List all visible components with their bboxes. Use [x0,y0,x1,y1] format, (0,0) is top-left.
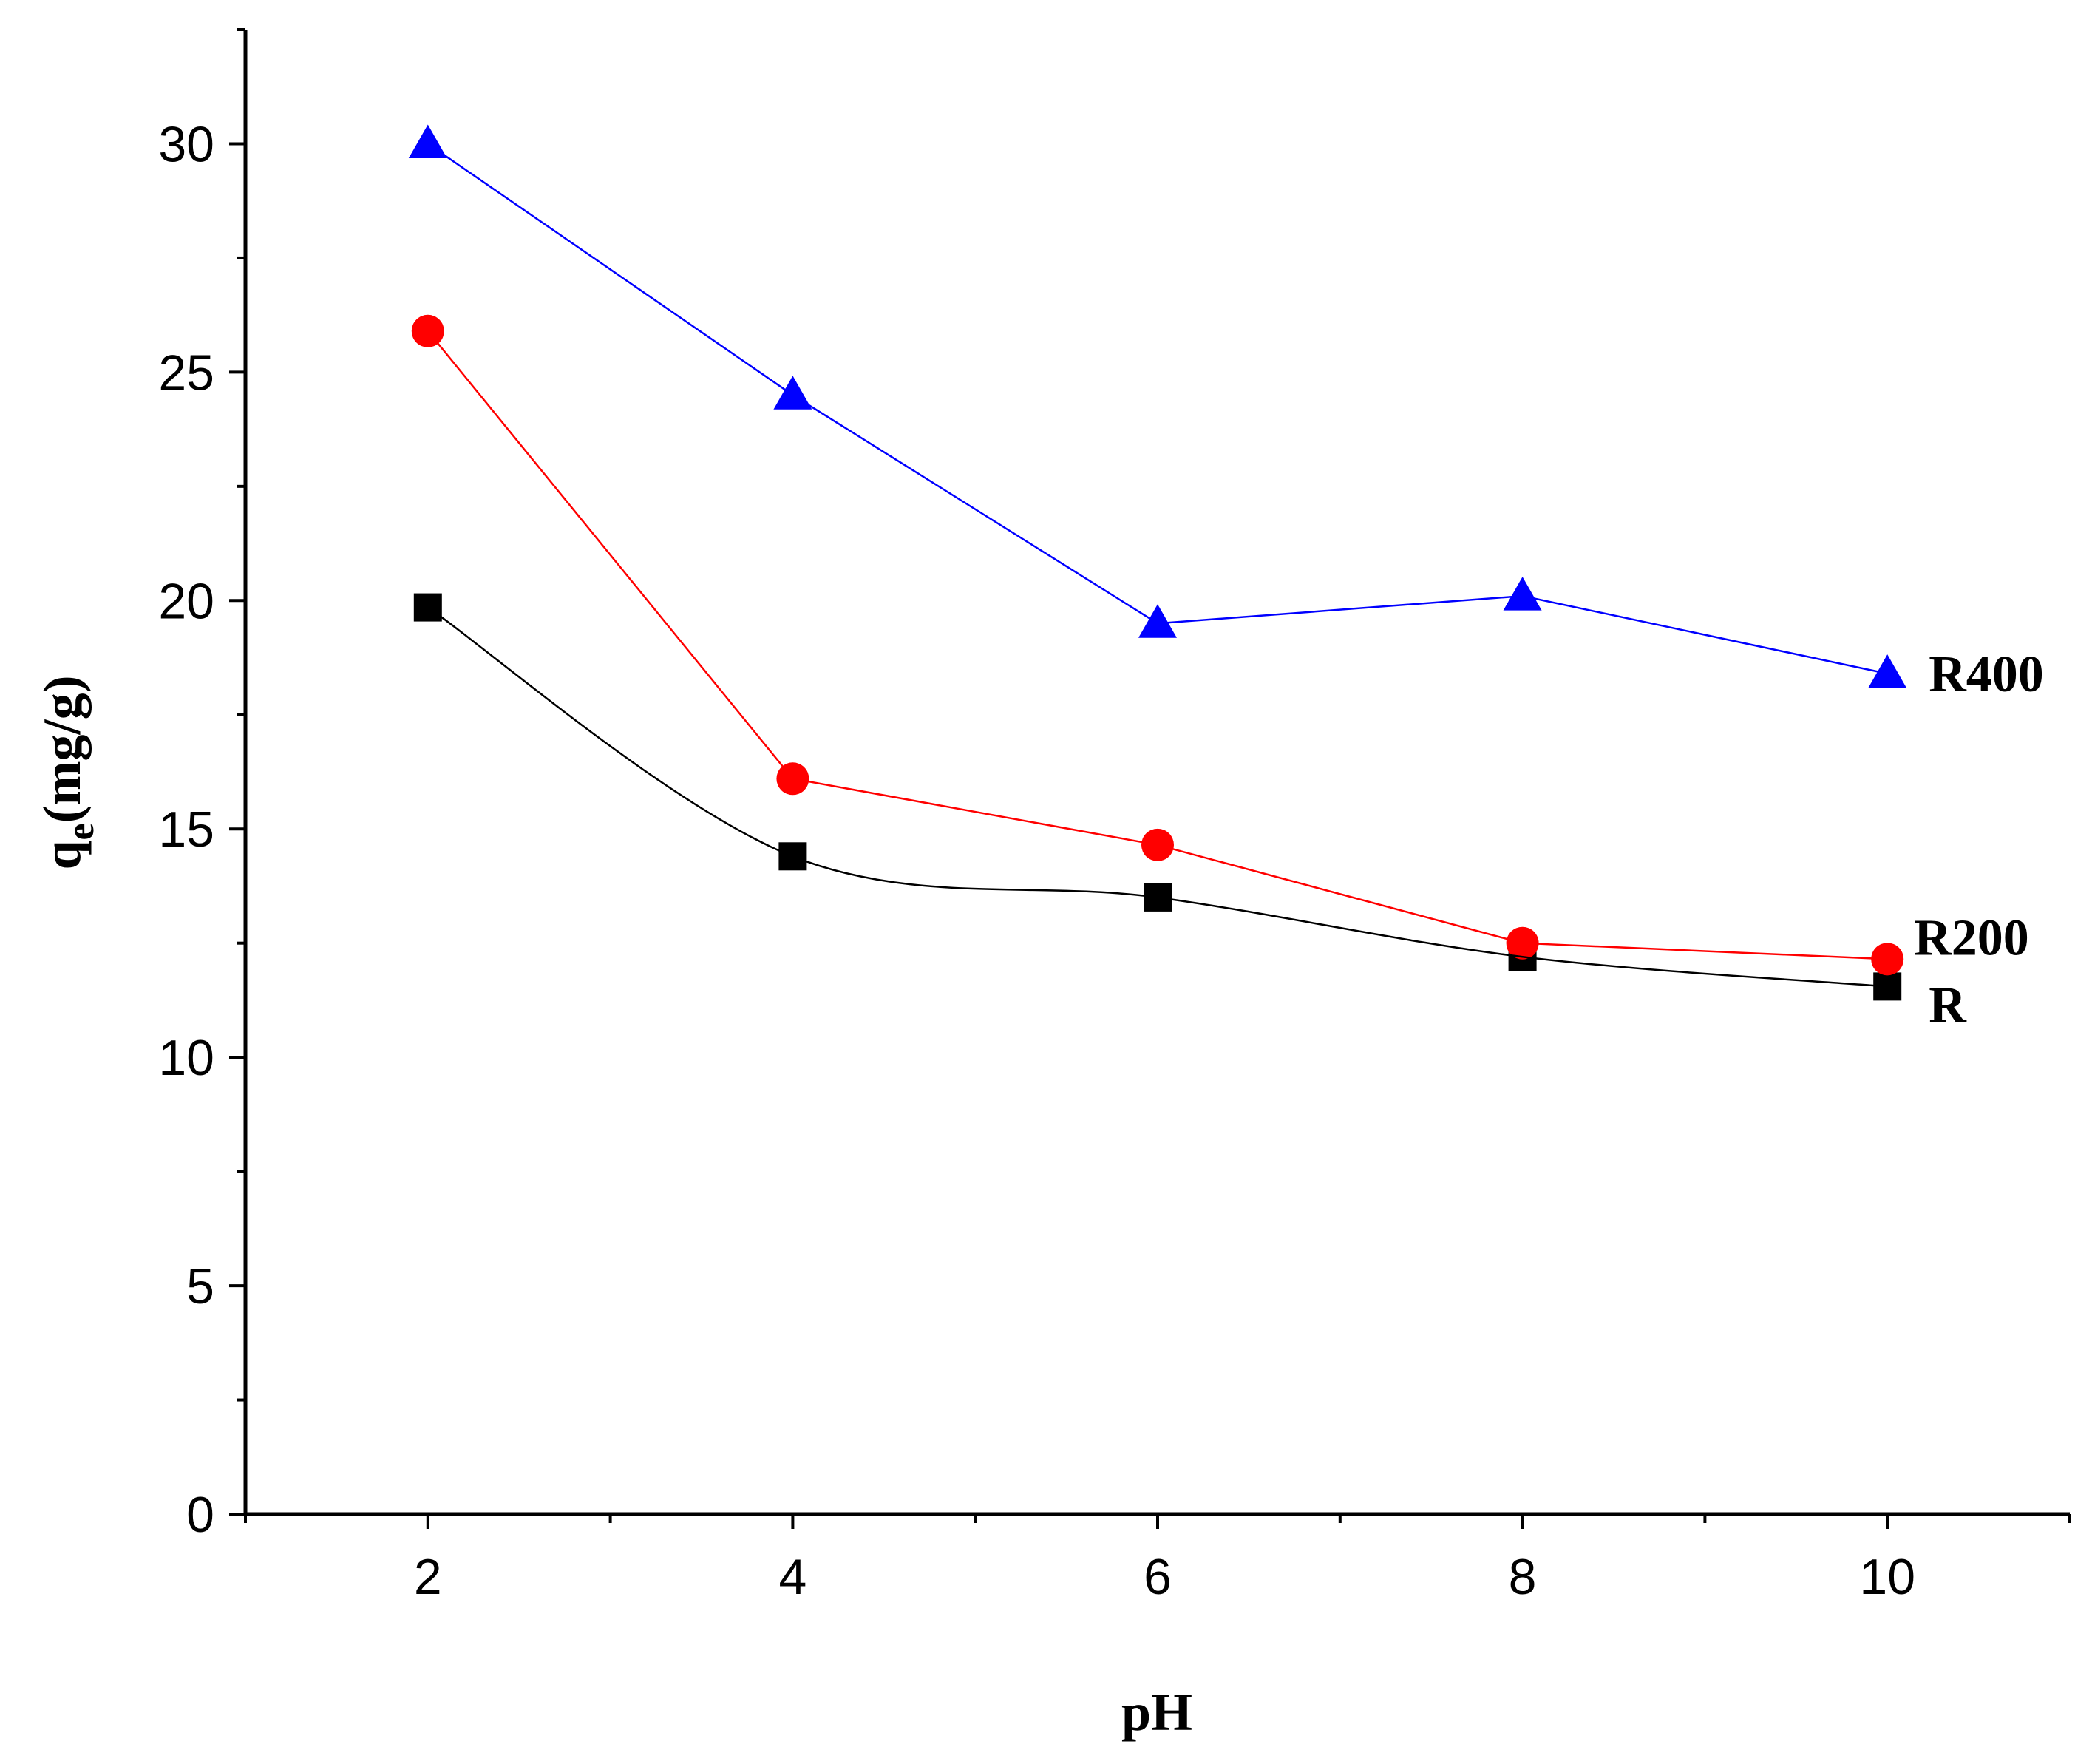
y-tick-label: 30 [158,116,214,172]
x-tick-label: 4 [778,1549,806,1605]
x-tick-label: 8 [1509,1549,1537,1605]
y-axis-title-unit: (mg/g) [33,675,92,823]
x-tick-label: 10 [1859,1549,1915,1605]
y-tick-label: 20 [158,573,214,629]
tick-layer [229,28,2071,1529]
marker-layer [408,124,1907,1001]
y-tick-label: 15 [158,801,214,858]
series-label-r400: R400 [1929,646,2044,703]
data-point-r400 [1868,654,1907,688]
y-tick-label: 10 [158,1030,214,1086]
series-label-r: R [1929,977,1967,1034]
series-layer [408,124,1907,1001]
data-point-r400 [1503,577,1542,611]
axis-layer [243,30,2070,1516]
series-line-r200 [427,330,1888,960]
y-tick-label: 25 [158,345,214,401]
y-tick-label: 5 [186,1258,214,1314]
data-point-r400 [1138,604,1177,638]
y-axis-title: qe(mg/g) [33,675,102,869]
label-layer: pH qe(mg/g) 2 4 6 8 10 0 5 10 15 20 25 30 R R200 R400 [33,116,2044,1742]
x-tick-label: 6 [1144,1549,1172,1605]
svg-text:qe(mg/g): qe(mg/g) [33,675,102,869]
series-line-r400 [427,143,1888,675]
x-tick-label: 2 [414,1549,442,1605]
series-line-r [427,606,1888,988]
y-axis-title-symbol: q [33,840,92,869]
series-label-r200: R200 [1914,909,2029,966]
y-tick-label: 0 [186,1487,214,1543]
x-axis-title: pH [1121,1683,1192,1742]
y-axis-title-subscript: e [60,823,102,840]
